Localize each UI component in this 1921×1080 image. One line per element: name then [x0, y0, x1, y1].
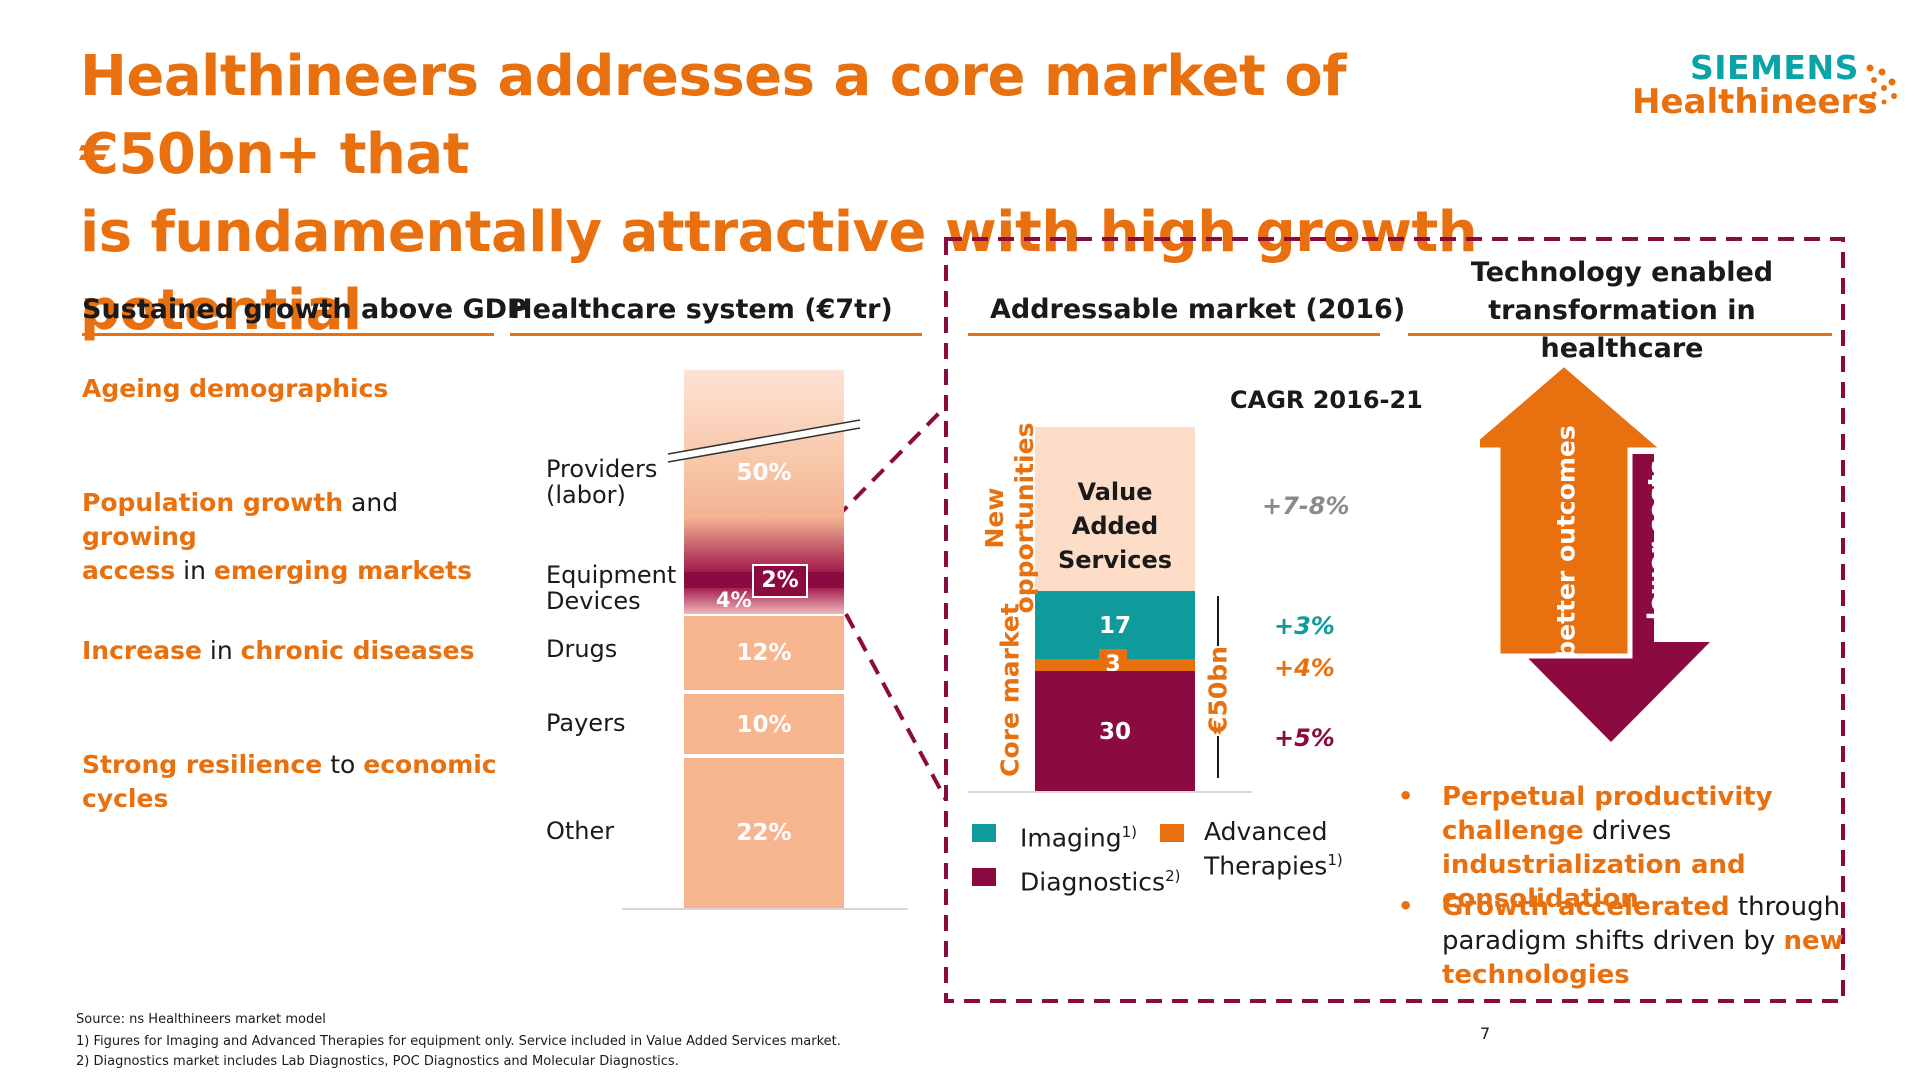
segment-other: [684, 758, 844, 908]
bracket-bottom: [1217, 736, 1219, 778]
value-drugs: 12%: [736, 640, 792, 666]
label-drugs: Drugs: [546, 635, 618, 663]
healthineers-dots-icon: [1865, 64, 1897, 109]
segment-payers: [684, 694, 844, 754]
axis-break-icon: [667, 419, 861, 463]
addressable-baseline: [968, 791, 1252, 793]
footnote-source: Source: ns Healthineers market model: [76, 1012, 326, 1027]
technology-header: Technology enabled transformation in hea…: [1470, 257, 1774, 364]
healthcare-system-bar: 50% 2% 4% 12% 10% 22%: [684, 370, 844, 908]
label-equipment: Equipment Devices: [546, 561, 677, 615]
label-value-added-services: Value Added Services: [1057, 478, 1173, 574]
bracket-top: [1217, 596, 1219, 646]
segment-providers: [684, 370, 844, 580]
value-other: 22%: [736, 820, 792, 846]
label-providers: Providers (labor): [546, 455, 658, 509]
cagr-advanced-therapies: +4%: [1274, 654, 1335, 682]
growth-header: Sustained growth above GDP: [82, 294, 527, 325]
value-diagnostics: 30: [1098, 719, 1131, 745]
cagr-imaging: +3%: [1274, 612, 1335, 640]
label-other: Other: [546, 817, 615, 845]
driver-chronic: Increase in chronic diseases: [82, 636, 475, 665]
healthcare-header: Healthcare system (€7tr): [510, 294, 893, 325]
page-number: 7: [1480, 1024, 1491, 1043]
driver-ageing: Ageing demographics: [82, 374, 389, 403]
technology-header-rule: [1408, 333, 1832, 336]
segment-value-added-services: [1035, 427, 1195, 591]
healthineers-logo-text: Healthineers: [1632, 82, 1878, 122]
legend-imaging: Imaging1): [1020, 823, 1137, 853]
legend-diagnostics-swatch: [972, 868, 996, 886]
growth-header-rule: [82, 333, 494, 336]
siemens-logo-text: SIEMENS: [1690, 48, 1859, 87]
segment-drugs: [684, 616, 844, 690]
bullet-productivity: Perpetual productivity challenge drives …: [1442, 782, 1773, 914]
addressable-header: Addressable market (2016): [990, 294, 1406, 325]
label-payers: Payers: [546, 709, 626, 737]
driver-population: Population growth and growing access in …: [82, 488, 473, 585]
value-payers: 10%: [736, 712, 792, 738]
healthcare-baseline: [622, 908, 908, 910]
transformation-arrows: [1480, 362, 1710, 742]
cagr-value-added-services: +7-8%: [1262, 492, 1350, 520]
value-providers: 50%: [736, 460, 792, 486]
value-equipment: 2%: [752, 564, 808, 598]
footnote-2: 2) Diagnostics market includes Lab Diagn…: [76, 1054, 679, 1069]
healthcare-header-rule: [510, 333, 922, 336]
footnote-1: 1) Figures for Imaging and Advanced Ther…: [76, 1034, 841, 1049]
value-devices: 4%: [716, 588, 752, 612]
value-imaging: 17: [1098, 613, 1131, 639]
legend-diagnostics: Diagnostics2): [1020, 867, 1181, 897]
driver-resilience: Strong resilience to economic cycles: [82, 750, 497, 813]
bullet-dot-1: •: [1398, 782, 1414, 810]
legend-imaging-swatch: [972, 824, 996, 842]
cagr-diagnostics: +5%: [1274, 724, 1335, 752]
legend-advanced-swatch: [1160, 824, 1184, 842]
addressable-header-rule: [968, 333, 1380, 336]
legend-advanced-therapies: Advanced Therapies1): [1204, 817, 1343, 881]
cagr-header: CAGR 2016-21: [1230, 386, 1423, 414]
addressable-market-bar: Value Added Services 17 3 30: [1035, 427, 1195, 791]
bullet-dot-2: •: [1398, 892, 1414, 920]
page-title: Healthineers addresses a core market of …: [80, 44, 1478, 343]
segment-diagnostics: [1035, 671, 1195, 791]
segment-imaging: [1035, 591, 1195, 659]
bullet-growth: Growth accelerated through paradigm shif…: [1442, 892, 1844, 990]
